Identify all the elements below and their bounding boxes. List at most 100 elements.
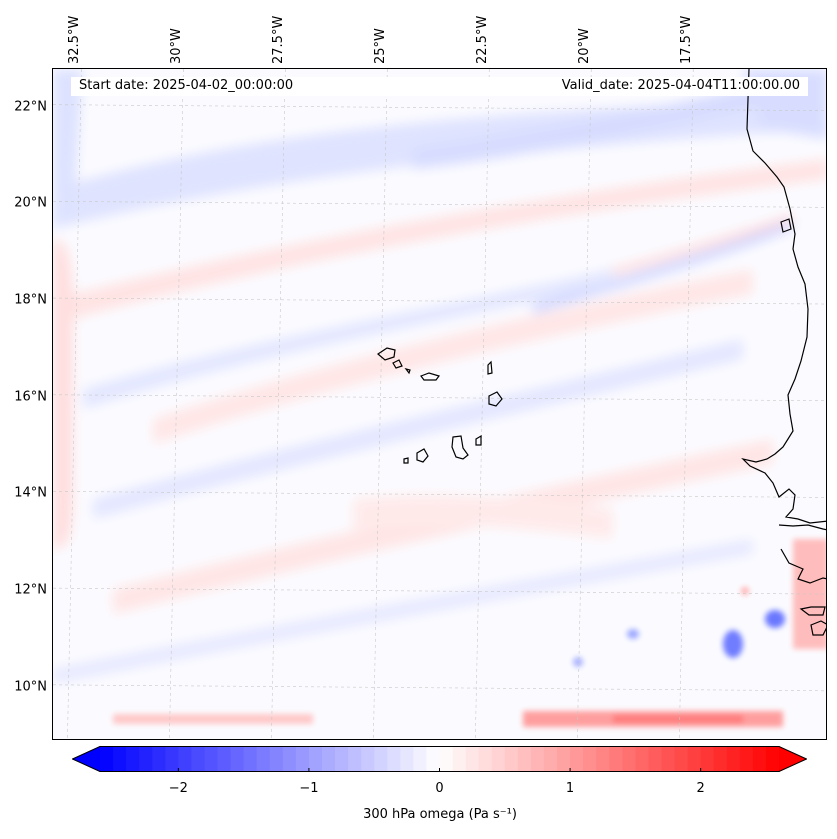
start-date-label: Start date: 2025-04-02_00:00:00 (79, 78, 294, 93)
colorbar-segment (217, 746, 232, 772)
colorbar-segment (230, 746, 245, 772)
colorbar-tick-label: −2 (168, 781, 188, 796)
longitude-label: 30°W (169, 28, 185, 64)
meridian-line (475, 69, 490, 739)
colorbar-segment (622, 746, 636, 772)
island-boa-vista (488, 391, 503, 407)
parallel-line (53, 394, 826, 402)
colorbar-tick-label: 2 (696, 781, 705, 796)
colorbar-segment (739, 746, 754, 772)
coastline (741, 69, 826, 636)
gambia-estuary (778, 524, 826, 531)
colorbar-tick-label: 0 (435, 781, 444, 796)
guinea-bissau-coast (780, 548, 826, 584)
latitude-label: 20°N (14, 195, 47, 211)
colorbar-segment (504, 746, 519, 772)
colorbar-label: 300 hPa omega (Pa s⁻¹) (363, 807, 517, 822)
colorbar-segment (335, 746, 349, 772)
colorbar-segment (530, 746, 545, 772)
island-maio (475, 434, 482, 446)
colorbar-segment (570, 746, 584, 772)
latitude-label: 22°N (14, 99, 47, 115)
colorbar-segment (648, 746, 663, 772)
longitude-label: 32.5°W (67, 15, 83, 64)
colorbar-segment (465, 746, 480, 772)
colorbar-segment (713, 746, 728, 772)
colorbar-segment (178, 746, 193, 772)
colorbar-segment (308, 746, 323, 772)
meridian-line (67, 69, 82, 739)
meridian-line (577, 69, 592, 739)
colorbar-tick-label: −1 (299, 781, 319, 796)
valid-date-label: Valid_date: 2025-04-04T11:00:00.00 (561, 78, 800, 93)
colorbar-segment (752, 746, 767, 772)
island-sao-vicente (392, 359, 403, 369)
map-panel (52, 68, 827, 740)
map-info-bar: Start date: 2025-04-02_00:00:00 Valid_da… (71, 77, 808, 96)
colorbar-segment (282, 746, 297, 772)
meridian-line (678, 69, 694, 739)
colorbar-segment (165, 746, 179, 772)
africa-coastline (741, 69, 826, 524)
colorbar-segment (295, 746, 310, 772)
omega-field-map (53, 69, 826, 739)
omega-contour-field (53, 69, 826, 727)
latitude-label: 12°N (14, 582, 47, 598)
colorbar-segment (113, 746, 127, 772)
island-santo-antao (377, 347, 396, 361)
colorbar-segment (765, 746, 780, 772)
island-santiago (451, 435, 469, 460)
colorbar-segment (126, 746, 140, 772)
colorbar-segment (374, 746, 388, 772)
colorbar-segment (348, 746, 362, 772)
colorbar-segment (635, 746, 650, 772)
island-sao-nicolau (420, 372, 440, 381)
meridian-line (373, 69, 388, 739)
colorbar-segment (700, 746, 715, 772)
colorbar-segment (517, 746, 532, 772)
meridian-line (169, 69, 184, 739)
longitude-label: 25°W (373, 28, 389, 64)
meridian-line (271, 69, 286, 739)
colorbar-segment (478, 746, 493, 772)
colorbar-segment (596, 746, 610, 772)
bijagos-islands (799, 606, 826, 636)
colorbar-segment (139, 746, 153, 772)
colorbar-segment (191, 746, 206, 772)
colorbar-min-extend (72, 746, 100, 772)
colorbar-segment (439, 746, 454, 772)
colorbar-max-extend (779, 746, 807, 772)
colorbar-segment (361, 746, 375, 772)
colorbar-segment (674, 746, 689, 772)
colorbar-segment (609, 746, 623, 772)
latitude-label: 14°N (14, 485, 47, 501)
island-sal (487, 360, 493, 375)
colorbar-segment (413, 746, 428, 772)
colorbar-segment (387, 746, 401, 772)
colorbar-segment (152, 746, 166, 772)
longitude-label: 22.5°W (475, 15, 491, 64)
longitude-label: 17.5°W (679, 15, 695, 64)
colorbar-segment (243, 746, 258, 772)
colorbar-segment (321, 746, 336, 772)
colorbar-segment (269, 746, 284, 772)
colorbar-segment (661, 746, 676, 772)
colorbar-segment (400, 746, 414, 772)
colorbar-outline (72, 746, 807, 772)
colorbar-segment (426, 746, 441, 772)
colorbar-segment (491, 746, 506, 772)
latitude-label: 10°N (14, 679, 47, 695)
colorbar-segment (557, 746, 571, 772)
island-santa-luzia (404, 368, 411, 375)
cape-verde-islands (377, 347, 503, 464)
island-brava (403, 457, 409, 464)
colorbar-segment (583, 746, 597, 772)
colorbar (72, 746, 807, 772)
latitude-label: 18°N (14, 292, 47, 308)
colorbar-segment (256, 746, 271, 772)
colorbar-segment (100, 746, 114, 772)
colorbar-segment (726, 746, 741, 772)
colorbar-tick-label: 1 (565, 781, 575, 796)
island-fogo (416, 448, 429, 463)
parallel-line (53, 684, 826, 692)
